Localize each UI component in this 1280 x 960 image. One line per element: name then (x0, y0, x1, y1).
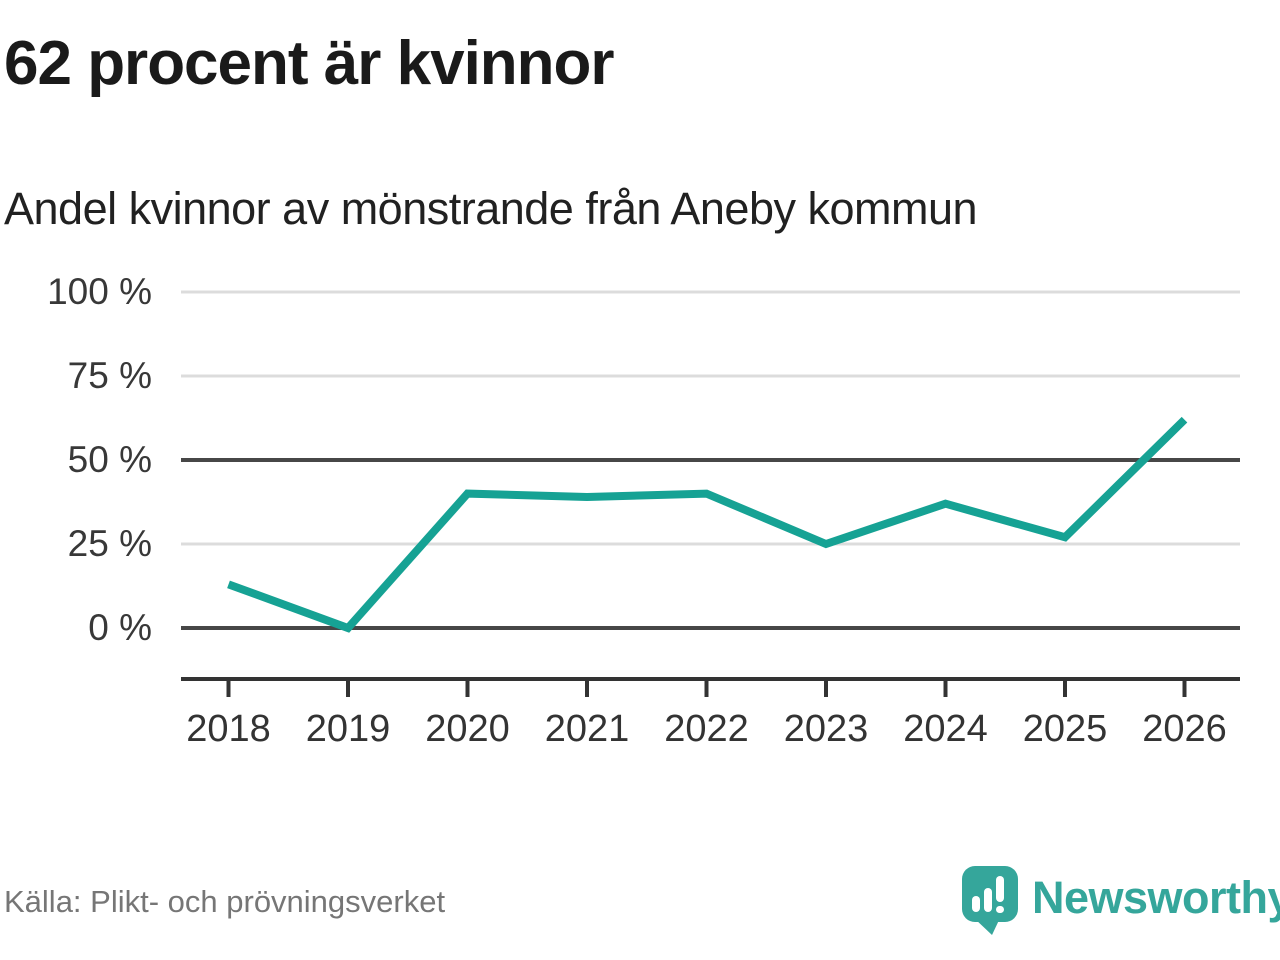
speech-bubble-chart-icon (962, 866, 1018, 935)
x-tick-label: 2023 (784, 708, 869, 750)
y-tick-label: 75 % (68, 355, 152, 396)
chart-subtitle: Andel kvinnor av mönstrande från Aneby k… (4, 183, 978, 234)
logo-exclamation-dot (996, 906, 1004, 913)
newsworthy-wordmark: Newsworthy (1032, 872, 1280, 923)
x-tick-label: 2018 (186, 708, 271, 750)
y-tick-label: 25 % (68, 523, 152, 564)
x-axis-ticks (226, 679, 1187, 697)
logo-bubble-tail (974, 918, 1000, 935)
x-tick-label: 2024 (903, 708, 988, 750)
x-tick-label: 2025 (1023, 708, 1108, 750)
headline: 62 procent är kvinnor (4, 29, 615, 98)
x-tick-label: 2019 (306, 708, 391, 750)
y-tick-label: 0 % (88, 607, 152, 648)
logo-bar-short (972, 896, 980, 912)
logo-exclamation-bar (996, 876, 1004, 902)
x-tick-label: 2021 (545, 708, 630, 750)
x-tick-label: 2026 (1142, 708, 1227, 750)
source-attribution: Källa: Plikt- och prövningsverket (4, 884, 446, 919)
x-tick-label: 2020 (425, 708, 510, 750)
gridlines (181, 290, 1240, 630)
newsworthy-logo: Newsworthy (962, 866, 1280, 935)
x-tick-label: 2022 (664, 708, 749, 750)
x-axis-tick-labels: 2018 2019 2020 2021 2022 2023 2024 2025 2026 (186, 708, 1227, 750)
y-tick-label: 100 % (47, 271, 152, 312)
logo-bar-tall (984, 888, 992, 912)
y-tick-label: 50 % (68, 439, 152, 480)
data-line (227, 416, 1188, 633)
y-axis-tick-labels: 0 % 25 % 50 % 75 % 100 % (47, 271, 152, 648)
